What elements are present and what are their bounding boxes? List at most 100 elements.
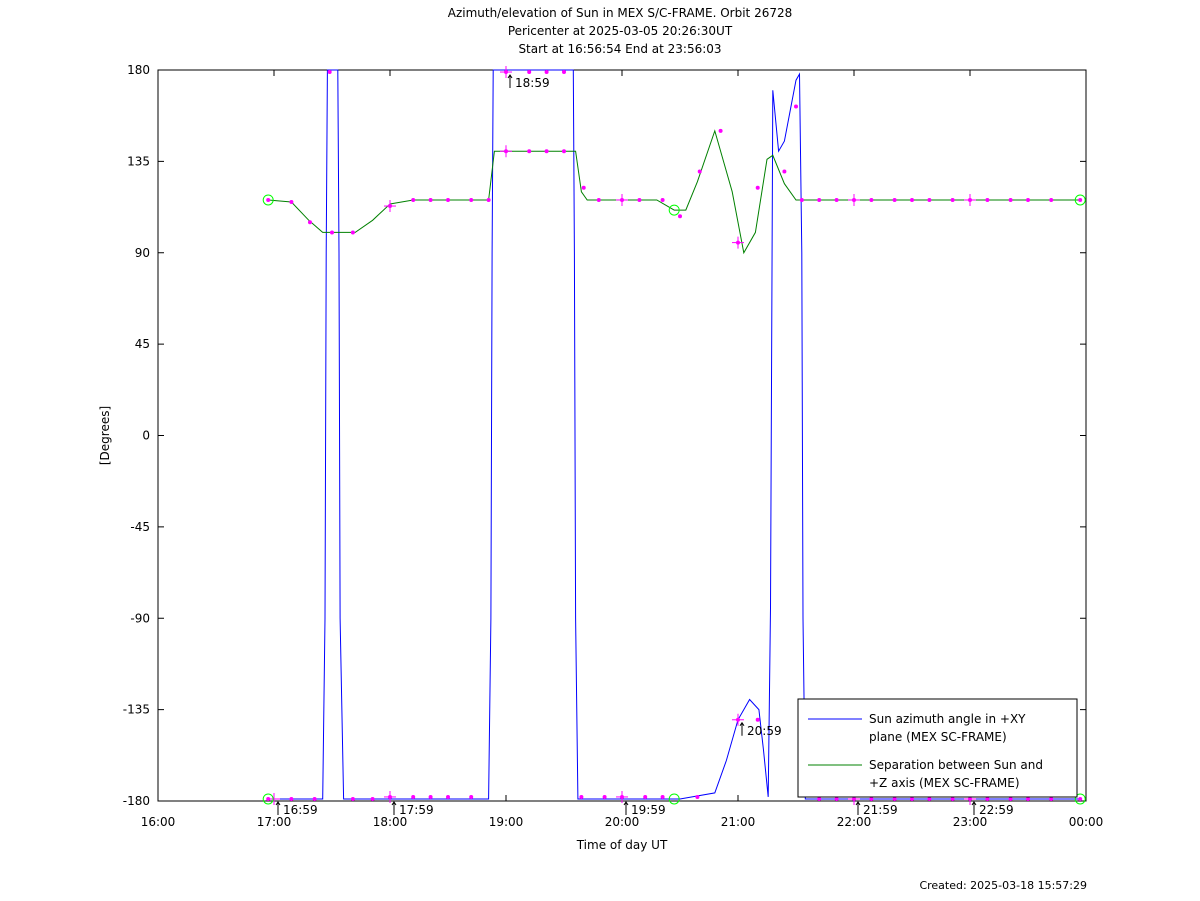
data-point-marker bbox=[985, 197, 990, 202]
data-point-marker bbox=[469, 794, 474, 799]
x-tick-label: 18:00 bbox=[373, 815, 408, 829]
data-point-marker bbox=[910, 197, 914, 202]
y-tick-label: -180 bbox=[123, 794, 150, 808]
data-point-marker bbox=[1008, 197, 1013, 202]
y-tick-label: 45 bbox=[135, 337, 150, 351]
data-point-marker bbox=[330, 230, 334, 235]
data-point-marker bbox=[678, 214, 682, 219]
time-annotation-label: 20:59 bbox=[747, 724, 782, 738]
x-tick-label: 20:00 bbox=[605, 815, 640, 829]
title-line-1: Azimuth/elevation of Sun in MEX S/C-FRAM… bbox=[448, 6, 793, 20]
legend-box bbox=[797, 698, 1078, 798]
data-point-marker bbox=[446, 197, 450, 202]
axis-ticks: 16:00 17:00 18:00 19:00 20:00 21:00 22:00 23:00… bbox=[123, 63, 1104, 829]
data-point-marker bbox=[1049, 796, 1054, 801]
time-annotation-label: 16:59 bbox=[283, 803, 318, 817]
y-tick-label: -135 bbox=[123, 703, 150, 717]
data-point-marker bbox=[817, 796, 822, 801]
y-axis-label: [Degrees] bbox=[98, 406, 112, 465]
hour-cross-marker bbox=[384, 200, 396, 213]
data-point-marker bbox=[794, 104, 798, 109]
data-point-marker bbox=[289, 199, 294, 204]
x-tick-label: 21:00 bbox=[721, 815, 756, 829]
data-point-marker bbox=[446, 794, 450, 799]
hour-cross-marker bbox=[616, 193, 628, 206]
data-point-marker bbox=[927, 796, 932, 801]
hour-cross-marker bbox=[964, 193, 976, 206]
data-point-marker bbox=[660, 794, 665, 799]
time-annotation: 17:59 bbox=[391, 801, 434, 817]
data-point-marker bbox=[950, 796, 955, 801]
time-annotation: 16:59 bbox=[275, 801, 318, 817]
series-lines bbox=[268, 69, 1081, 800]
data-point-marker bbox=[755, 185, 760, 190]
time-annotation: 22:59 bbox=[971, 801, 1014, 817]
data-point-marker bbox=[581, 185, 586, 190]
x-axis-label: Time of day UT bbox=[576, 838, 668, 852]
event-circle-marker bbox=[1074, 793, 1086, 805]
legend-label-1: plane (MEX SC-FRAME) bbox=[869, 730, 1007, 744]
time-annotation: 21:59 bbox=[855, 801, 898, 817]
hour-cross-marker bbox=[616, 790, 628, 803]
data-point-marker bbox=[562, 70, 566, 75]
data-point-marker bbox=[799, 197, 804, 202]
data-point-marker bbox=[579, 794, 584, 799]
data-point-marker bbox=[428, 794, 433, 799]
created-timestamp: Created: 2025-03-18 15:57:29 bbox=[919, 879, 1087, 892]
data-point-marker bbox=[312, 796, 317, 801]
data-point-marker bbox=[266, 197, 271, 202]
time-annotation: 20:59 bbox=[739, 721, 782, 738]
data-point-marker bbox=[289, 796, 294, 801]
x-tick-label: 23:00 bbox=[953, 815, 988, 829]
data-point-marker bbox=[544, 70, 549, 75]
x-tick-label: 00:00 bbox=[1069, 815, 1104, 829]
event-circle-marker bbox=[262, 194, 274, 206]
time-annotation-label: 18:59 bbox=[515, 76, 550, 90]
x-tick-label: 17:00 bbox=[257, 815, 292, 829]
event-circle-marker bbox=[668, 204, 680, 216]
x-tick-label: 16:00 bbox=[141, 815, 176, 829]
data-point-marker bbox=[562, 149, 566, 154]
plot-frame bbox=[157, 69, 1087, 802]
data-point-marker bbox=[527, 70, 532, 75]
hour-cross-marker bbox=[500, 66, 512, 79]
data-point-marker bbox=[350, 796, 355, 801]
y-tick-label: 0 bbox=[142, 429, 150, 443]
data-point-marker bbox=[643, 794, 648, 799]
data-point-marker bbox=[910, 796, 914, 801]
data-point-marker bbox=[602, 794, 607, 799]
hour-cross-marker bbox=[384, 790, 396, 803]
data-point-marker bbox=[544, 149, 549, 154]
data-point-marker bbox=[869, 796, 874, 801]
data-point-marker bbox=[370, 796, 375, 801]
title-line-3: Start at 16:56:54 End at 23:56:03 bbox=[518, 42, 721, 56]
data-point-marker bbox=[307, 220, 312, 225]
data-point-marker bbox=[892, 197, 897, 202]
x-tick-label: 19:00 bbox=[489, 815, 524, 829]
y-tick-label: -45 bbox=[130, 520, 150, 534]
data-point-marker bbox=[660, 197, 665, 202]
data-point-marker bbox=[782, 169, 787, 174]
legend: Sun azimuth angle in +XY plane (MEX SC-FR… bbox=[797, 698, 1078, 798]
hour-cross-marker bbox=[500, 145, 512, 158]
x-tick-label: 22:00 bbox=[837, 815, 872, 829]
time-annotation-label: 22:59 bbox=[979, 803, 1014, 817]
y-tick-label: -90 bbox=[130, 611, 150, 625]
time-annotation-label: 17:59 bbox=[399, 803, 434, 817]
data-point-marker bbox=[327, 70, 332, 75]
legend-label-2: +Z axis (MEX SC-FRAME) bbox=[869, 776, 1020, 790]
hour-cross-marker bbox=[732, 713, 744, 726]
data-point-marker bbox=[718, 128, 723, 133]
data-point-marker bbox=[755, 717, 760, 722]
data-point-marker bbox=[697, 169, 702, 174]
data-point-marker bbox=[927, 197, 932, 202]
legend-label-1: Sun azimuth angle in +XY bbox=[869, 712, 1026, 726]
data-point-marker bbox=[411, 197, 416, 202]
y-tick-label: 90 bbox=[135, 246, 150, 260]
data-point-marker bbox=[834, 796, 839, 801]
data-point-marker bbox=[1008, 796, 1013, 801]
hour-cross-marker bbox=[732, 236, 744, 249]
data-point-marker bbox=[637, 197, 642, 202]
y-tick-label: 135 bbox=[127, 154, 150, 168]
